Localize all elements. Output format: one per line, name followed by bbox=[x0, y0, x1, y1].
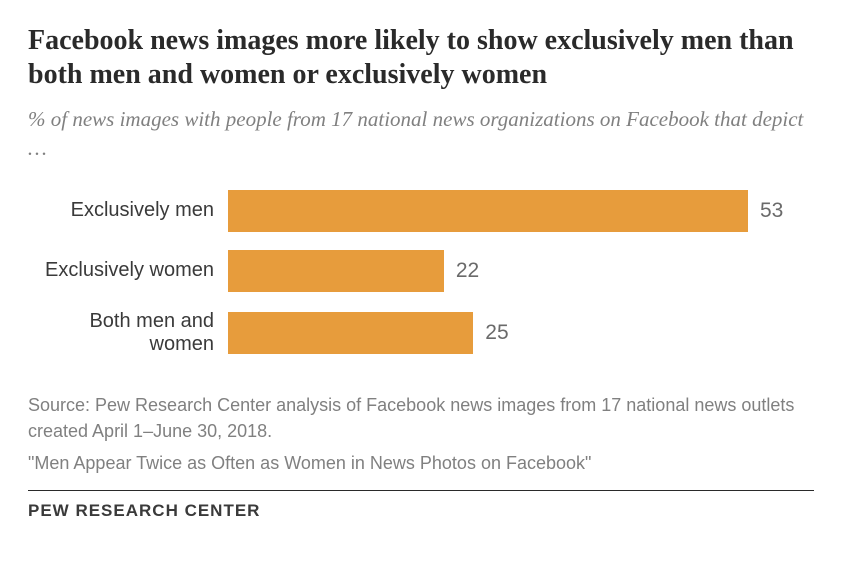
chart-subtitle: % of news images with people from 17 nat… bbox=[28, 105, 814, 162]
divider bbox=[28, 490, 814, 491]
chart-title: Facebook news images more likely to show… bbox=[28, 24, 814, 91]
bar-value: 53 bbox=[760, 199, 783, 223]
study-title: "Men Appear Twice as Often as Women in N… bbox=[28, 450, 814, 476]
bar-label: Exclusively men bbox=[28, 199, 228, 222]
source-text: Source: Pew Research Center analysis of … bbox=[28, 392, 814, 444]
bar-track: 25 bbox=[228, 312, 814, 354]
bar bbox=[228, 250, 444, 292]
bar-label: Exclusively women bbox=[28, 259, 228, 282]
bar-label: Both men and women bbox=[28, 310, 228, 356]
bar-track: 53 bbox=[228, 190, 814, 232]
bar bbox=[228, 312, 473, 354]
bar-row: Exclusively men 53 bbox=[28, 190, 814, 232]
bar-value: 25 bbox=[485, 321, 508, 345]
bar-track: 22 bbox=[228, 250, 814, 292]
bar-row: Exclusively women 22 bbox=[28, 250, 814, 292]
bar-value: 22 bbox=[456, 259, 479, 283]
bar-row: Both men and women 25 bbox=[28, 310, 814, 356]
bar-chart: Exclusively men 53 Exclusively women 22 … bbox=[28, 190, 814, 356]
attribution: PEW RESEARCH CENTER bbox=[28, 501, 814, 521]
bar bbox=[228, 190, 748, 232]
